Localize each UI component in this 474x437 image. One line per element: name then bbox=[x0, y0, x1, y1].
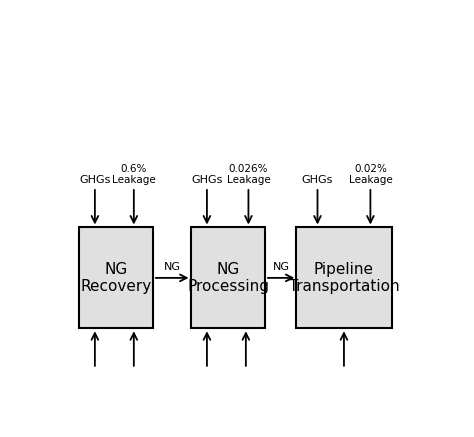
Text: NG
Processing: NG Processing bbox=[187, 262, 269, 294]
FancyBboxPatch shape bbox=[191, 227, 265, 328]
Text: Pipeline
Transportation: Pipeline Transportation bbox=[289, 262, 399, 294]
Text: NG
Recovery: NG Recovery bbox=[81, 262, 152, 294]
FancyBboxPatch shape bbox=[296, 227, 392, 328]
Text: GHGs: GHGs bbox=[79, 175, 110, 185]
FancyBboxPatch shape bbox=[80, 227, 153, 328]
Text: NG: NG bbox=[273, 262, 290, 272]
Text: 0.6%
Leakage: 0.6% Leakage bbox=[112, 164, 155, 185]
Text: GHGs: GHGs bbox=[191, 175, 223, 185]
Text: GHGs: GHGs bbox=[302, 175, 333, 185]
Text: 0.026%
Leakage: 0.026% Leakage bbox=[227, 164, 270, 185]
Text: 0.02%
Leakage: 0.02% Leakage bbox=[348, 164, 392, 185]
Text: NG: NG bbox=[164, 262, 181, 272]
